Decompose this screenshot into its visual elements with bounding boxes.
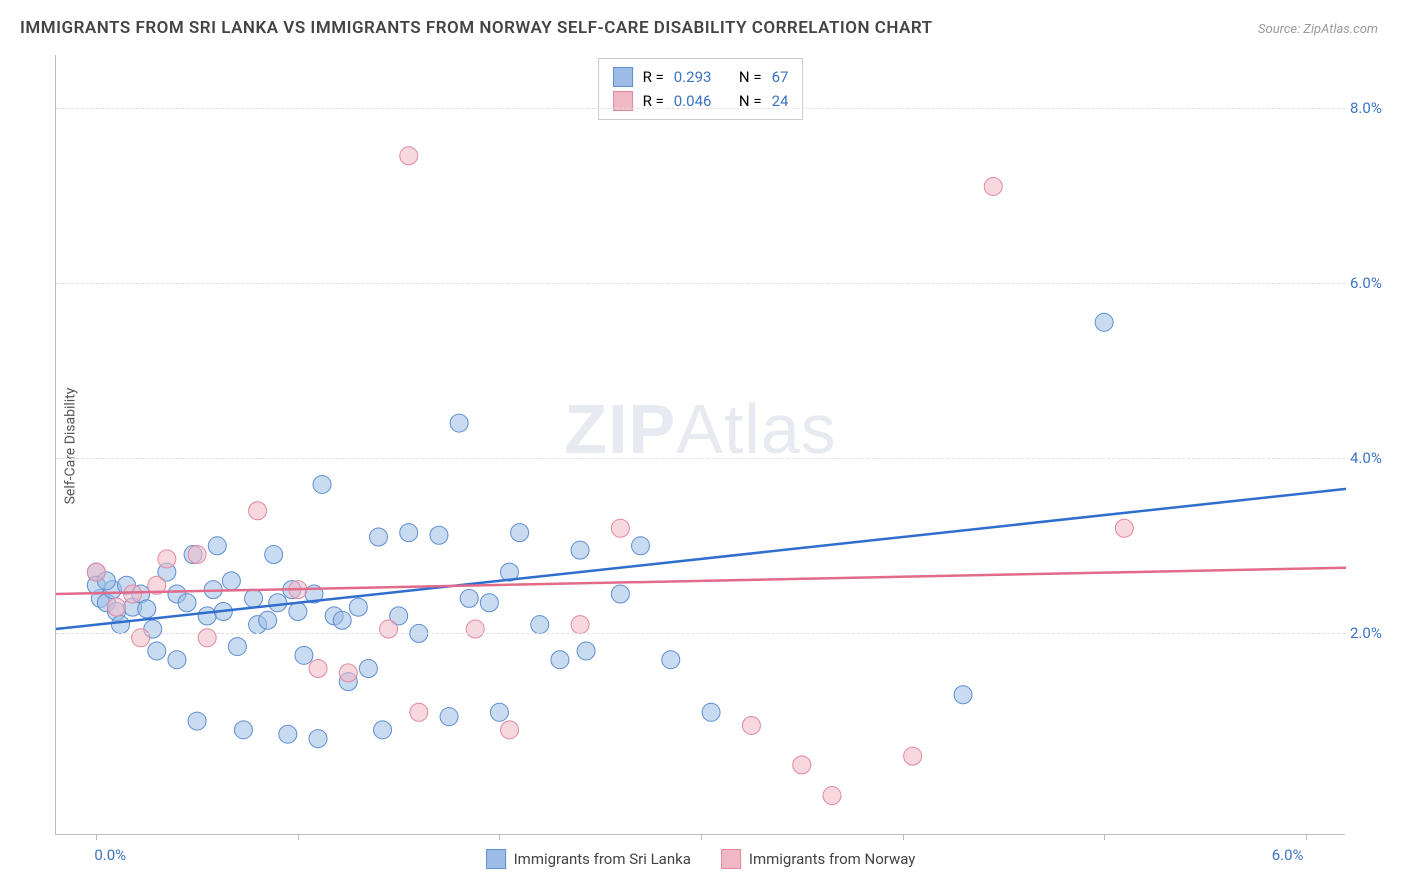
scatter-point-sri_lanka <box>531 616 549 634</box>
scatter-point-sri_lanka <box>198 607 216 625</box>
trendline-norway <box>56 568 1346 594</box>
scatter-point-sri_lanka <box>450 414 468 432</box>
x-tick-mark <box>96 834 97 840</box>
scatter-point-sri_lanka <box>333 611 351 629</box>
scatter-point-sri_lanka <box>480 594 498 612</box>
scatter-point-sri_lanka <box>208 537 226 555</box>
scatter-point-sri_lanka <box>259 611 277 629</box>
scatter-point-norway <box>309 659 327 677</box>
source-attribution: Source: ZipAtlas.com <box>1258 22 1378 37</box>
bottom-swatch-norway <box>721 849 741 869</box>
scatter-point-sri_lanka <box>228 638 246 656</box>
scatter-point-norway <box>158 550 176 568</box>
scatter-point-norway <box>984 177 1002 195</box>
scatter-point-norway <box>466 620 484 638</box>
bottom-legend-norway: Immigrants from Norway <box>721 849 916 869</box>
y-tick-label: 8.0% <box>1350 99 1395 117</box>
scatter-point-norway <box>132 629 150 647</box>
scatter-point-sri_lanka <box>577 642 595 660</box>
bottom-legend-sri-lanka: Immigrants from Sri Lanka <box>486 849 691 869</box>
scatter-point-sri_lanka <box>138 600 156 618</box>
scatter-point-sri_lanka <box>611 585 629 603</box>
chart-title: IMMIGRANTS FROM SRI LANKA VS IMMIGRANTS … <box>20 18 933 38</box>
y-tick-label: 2.0% <box>1350 624 1395 642</box>
scatter-point-sri_lanka <box>400 524 418 542</box>
scatter-point-sri_lanka <box>309 730 327 748</box>
bottom-label-sri-lanka: Immigrants from Sri Lanka <box>514 850 691 868</box>
bottom-swatch-sri-lanka <box>486 849 506 869</box>
y-tick-label: 4.0% <box>1350 449 1395 467</box>
gridline-h <box>56 108 1345 109</box>
scatter-point-norway <box>793 756 811 774</box>
scatter-point-sri_lanka <box>245 589 263 607</box>
x-tick-mark <box>701 834 702 840</box>
scatter-point-norway <box>742 716 760 734</box>
scatter-point-norway <box>823 787 841 805</box>
x-tick-mark <box>499 834 500 840</box>
scatter-point-sri_lanka <box>313 475 331 493</box>
scatter-point-sri_lanka <box>571 541 589 559</box>
scatter-point-sri_lanka <box>168 651 186 669</box>
gridline-h <box>56 283 1345 284</box>
scatter-point-norway <box>1115 519 1133 537</box>
scatter-point-sri_lanka <box>551 651 569 669</box>
scatter-point-norway <box>188 546 206 564</box>
scatter-point-norway <box>611 519 629 537</box>
scatter-point-norway <box>124 585 142 603</box>
scatter-point-norway <box>380 620 398 638</box>
scatter-point-norway <box>501 721 519 739</box>
scatter-point-sri_lanka <box>370 528 388 546</box>
bottom-legend: Immigrants from Sri Lanka Immigrants fro… <box>486 849 916 869</box>
x-tick-mark <box>1306 834 1307 840</box>
scatter-point-sri_lanka <box>702 703 720 721</box>
scatter-point-sri_lanka <box>279 725 297 743</box>
x-tick-label: 0.0% <box>94 846 126 864</box>
scatter-point-sri_lanka <box>440 708 458 726</box>
scatter-point-norway <box>249 502 267 520</box>
x-tick-mark <box>903 834 904 840</box>
scatter-point-norway <box>107 598 125 616</box>
scatter-point-sri_lanka <box>359 659 377 677</box>
scatter-point-sri_lanka <box>148 642 166 660</box>
scatter-point-sri_lanka <box>188 712 206 730</box>
scatter-point-norway <box>87 563 105 581</box>
gridline-h <box>56 633 1345 634</box>
scatter-point-norway <box>410 703 428 721</box>
scatter-point-norway <box>339 664 357 682</box>
scatter-point-sri_lanka <box>954 686 972 704</box>
scatter-point-norway <box>198 629 216 647</box>
scatter-point-sri_lanka <box>265 546 283 564</box>
scatter-point-sri_lanka <box>234 721 252 739</box>
scatter-point-sri_lanka <box>349 598 367 616</box>
scatter-point-sri_lanka <box>632 537 650 555</box>
scatter-point-sri_lanka <box>289 603 307 621</box>
scatter-point-sri_lanka <box>430 526 448 544</box>
chart-svg <box>56 55 1345 834</box>
x-tick-mark <box>298 834 299 840</box>
scatter-point-sri_lanka <box>511 524 529 542</box>
scatter-point-sri_lanka <box>178 594 196 612</box>
scatter-point-sri_lanka <box>460 589 478 607</box>
plot-area: ZIPAtlas R = 0.293 N = 67 R = 0.046 N = … <box>55 55 1345 835</box>
x-tick-label: 6.0% <box>1272 846 1304 864</box>
scatter-point-sri_lanka <box>295 646 313 664</box>
bottom-label-norway: Immigrants from Norway <box>749 850 916 868</box>
x-tick-mark <box>1104 834 1105 840</box>
scatter-point-norway <box>400 147 418 165</box>
scatter-point-sri_lanka <box>112 616 130 634</box>
y-tick-label: 6.0% <box>1350 274 1395 292</box>
scatter-point-norway <box>904 747 922 765</box>
scatter-point-sri_lanka <box>490 703 508 721</box>
scatter-point-norway <box>571 616 589 634</box>
scatter-point-sri_lanka <box>662 651 680 669</box>
scatter-point-sri_lanka <box>1095 313 1113 331</box>
scatter-point-sri_lanka <box>269 594 287 612</box>
gridline-h <box>56 458 1345 459</box>
scatter-point-sri_lanka <box>374 721 392 739</box>
scatter-point-sri_lanka <box>222 572 240 590</box>
